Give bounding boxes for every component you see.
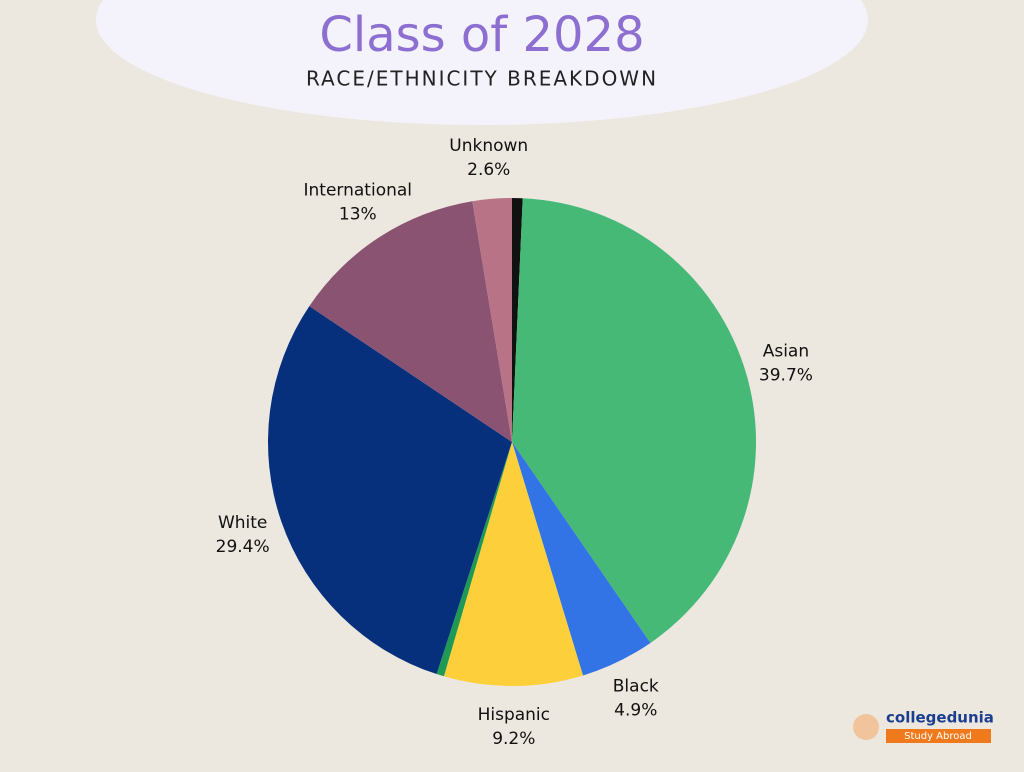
slice-value-label: 2.6%: [467, 160, 510, 180]
logo: collegedunia Study Abroad: [853, 709, 994, 743]
chart-title: Class of 2028: [319, 7, 644, 63]
pie-slice: [268, 306, 512, 675]
pie-slice: [472, 198, 512, 442]
pie-slice: [512, 198, 523, 442]
slice-value-label: 39.7%: [759, 365, 813, 385]
chart-subtitle: RACE/ETHNICITY BREAKDOWN: [306, 67, 658, 91]
logo-icon: [853, 714, 879, 740]
slice-label: International: [304, 180, 413, 200]
pie-slice: [309, 201, 512, 442]
pie-slice: [436, 442, 512, 677]
slice-label: Black: [613, 677, 659, 697]
pie-slice: [512, 198, 756, 643]
slice-label: Unknown: [449, 136, 528, 156]
pie-slice: [443, 442, 584, 686]
slice-value-label: 13%: [339, 204, 377, 224]
slice-label: White: [218, 513, 267, 533]
logo-tagline: Study Abroad: [904, 731, 972, 742]
logo-name: collegedunia: [886, 709, 994, 727]
pie-slice: [512, 442, 651, 676]
header-bg: [96, 0, 868, 125]
slice-label: Asian: [763, 341, 809, 361]
slice-value-label: 9.2%: [492, 729, 535, 749]
slice-label: Hispanic: [478, 705, 550, 725]
slice-value-label: 4.9%: [614, 701, 657, 721]
logo-badge: [886, 729, 991, 743]
slice-value-label: 29.4%: [216, 537, 270, 557]
